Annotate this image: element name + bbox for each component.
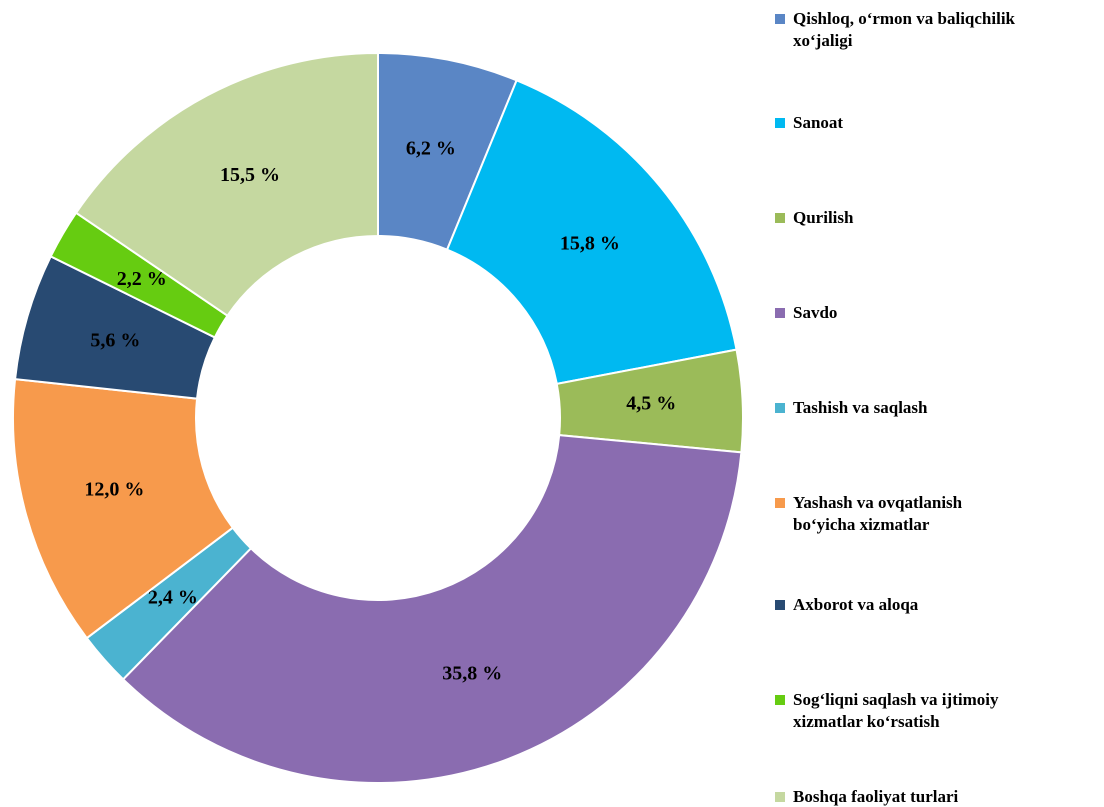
- legend-swatch: [775, 695, 785, 705]
- data-label: 12,0 %: [84, 479, 144, 501]
- legend-label: Yashash va ovqatlanish bo‘yicha xizmatla…: [793, 493, 963, 534]
- legend-label: Qishloq, o‘rmon va baliqchilik xo‘jaligi: [793, 9, 1015, 50]
- legend-swatch: [775, 308, 785, 318]
- data-label: 15,8 %: [560, 233, 620, 255]
- donut-slice: [74, 51, 379, 318]
- legend-swatch: [775, 792, 785, 802]
- legend-label: Tashish va saqlash: [793, 398, 928, 417]
- donut-slice: [12, 377, 235, 640]
- legend-swatch: [775, 118, 785, 128]
- legend-label: Qurilish: [793, 208, 854, 227]
- legend-label: Axborot va aloqa: [793, 595, 919, 614]
- donut-slice: [121, 434, 743, 784]
- data-label: 15,5 %: [220, 164, 280, 186]
- data-label: 6,2 %: [406, 137, 456, 159]
- legend-swatch: [775, 498, 785, 508]
- data-label: 2,2 %: [117, 268, 167, 290]
- data-label: 4,5 %: [626, 393, 676, 415]
- data-label: 2,4 %: [148, 586, 198, 608]
- legend-swatch: [775, 403, 785, 413]
- legend-label: Sog‘liqni saqlash va ijtimoiy xizmatlar …: [793, 690, 999, 731]
- legend-swatch: [775, 213, 785, 223]
- legend-swatch: [775, 600, 785, 610]
- legend-label: Savdo: [793, 303, 838, 322]
- data-label: 35,8 %: [442, 662, 502, 684]
- data-label: 5,6 %: [90, 329, 140, 351]
- donut-slice: [445, 79, 738, 386]
- legend-label: Boshqa faoliyat turlari: [793, 787, 959, 806]
- legend-swatch: [775, 14, 785, 24]
- donut-chart: 6,2 % 15,8 % 4,5 % 35,8 % 2,4 % 12,0 % 5,6 % 2,…: [12, 51, 744, 784]
- legend-label: Sanoat: [793, 113, 844, 132]
